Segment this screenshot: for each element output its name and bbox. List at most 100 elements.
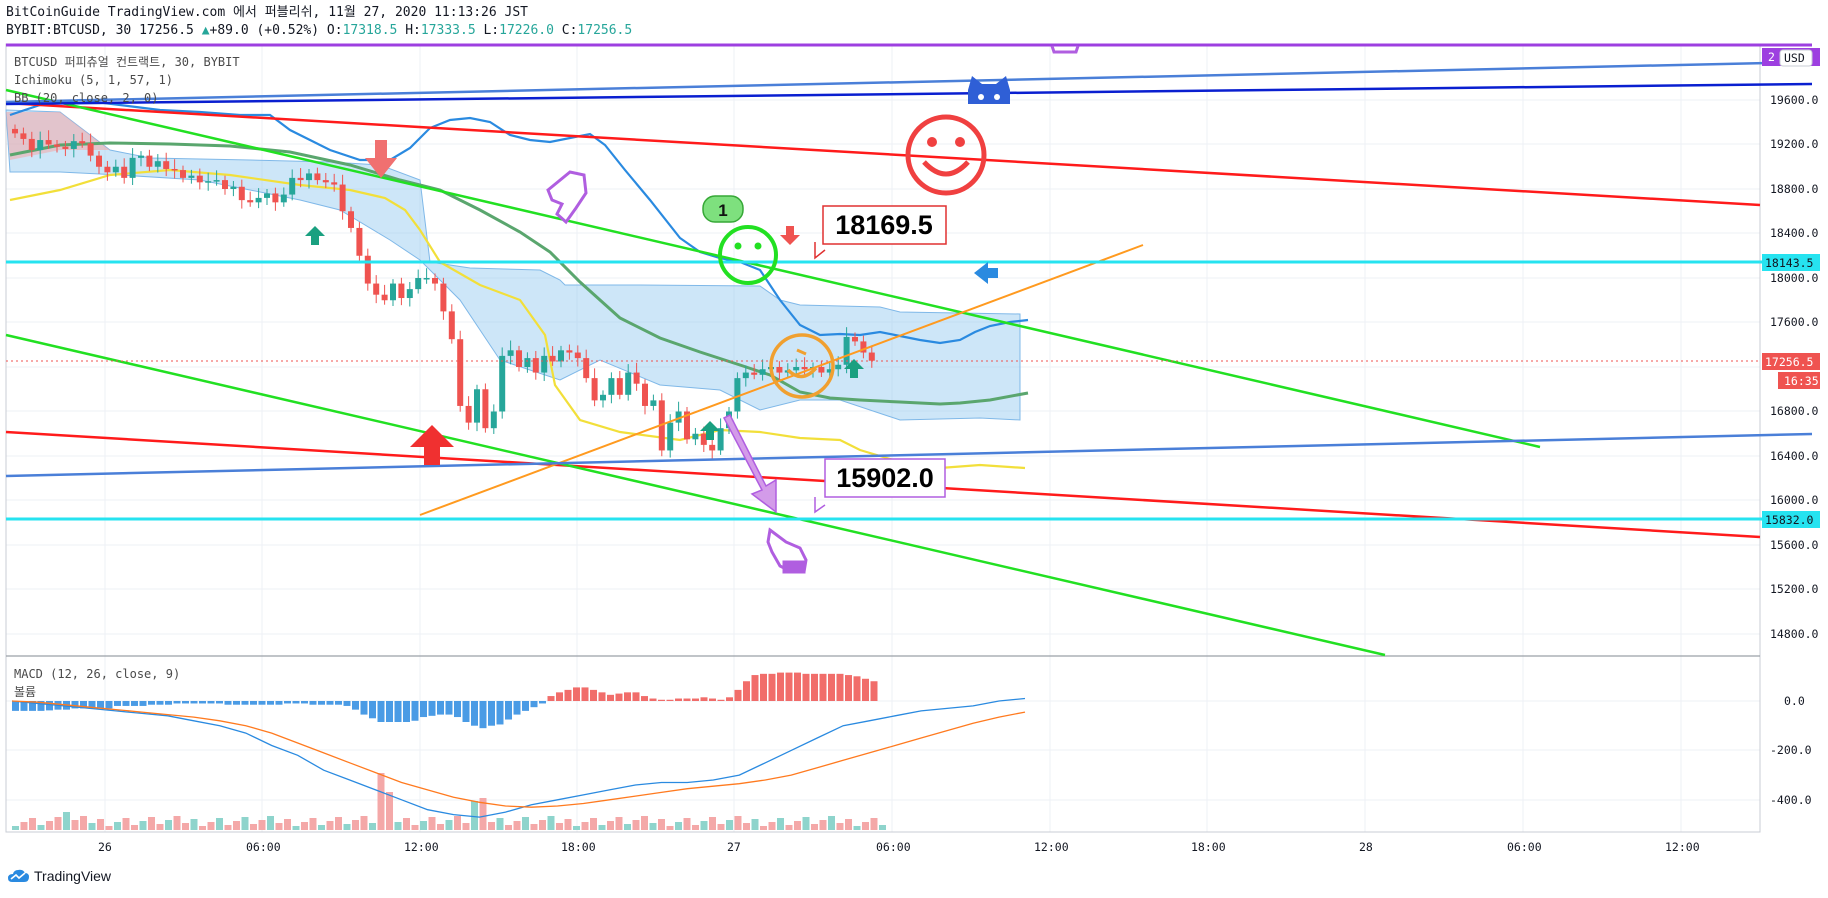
price-tick: 18000.0 — [1770, 271, 1819, 285]
candle-body — [482, 389, 489, 429]
candle-body — [608, 378, 615, 395]
low-price-label: 15902.0 — [836, 463, 934, 493]
macd-histogram-bar — [683, 698, 691, 701]
badge-1: 1 — [702, 195, 744, 223]
candle-body — [650, 400, 657, 406]
macd-histogram-bar — [403, 701, 410, 722]
candle-body — [457, 339, 464, 406]
volume-bar — [190, 819, 198, 830]
time-tick: 27 — [727, 840, 741, 854]
volume-bar — [173, 816, 181, 830]
volume-bar — [709, 817, 716, 830]
volume-bar — [641, 816, 648, 830]
volume-bar — [836, 823, 844, 830]
volume-bar — [471, 801, 478, 830]
macd-histogram-bar — [828, 673, 835, 701]
macd-histogram-bar — [216, 701, 223, 704]
volume-bar — [632, 820, 640, 830]
macd-histogram-bar — [794, 672, 801, 701]
candle-body — [238, 186, 245, 201]
macd-histogram-bar — [666, 699, 674, 701]
green-trendline-lower — [5, 333, 1386, 657]
candle-body — [516, 350, 522, 367]
open-label: O: — [326, 23, 343, 38]
macd-histogram-bar — [97, 701, 104, 709]
candle-body — [339, 184, 346, 212]
price-tick: 16800.0 — [1770, 404, 1819, 418]
tradingview-logo[interactable]: TradingView — [6, 868, 111, 884]
steel-trendline-lower — [5, 432, 1813, 478]
price-tick: 15600.0 — [1770, 538, 1819, 552]
currency-label[interactable]: USD — [1784, 51, 1805, 65]
candle-body — [600, 394, 606, 401]
macd-histogram-bar — [641, 696, 648, 701]
macd-histogram-bar — [853, 676, 861, 701]
candle-body — [776, 367, 783, 373]
legend-macd[interactable]: MACD (12, 26, close, 9) — [14, 667, 180, 681]
legend-volume[interactable]: 볼륨 — [14, 685, 36, 699]
candle-body — [717, 428, 724, 451]
level-tag-15832: 15832.0 — [1765, 513, 1814, 527]
candle-body — [12, 128, 18, 134]
candle-body — [700, 433, 707, 445]
volume-bar — [488, 822, 495, 830]
orange-trendline — [419, 244, 1144, 516]
candle-body — [675, 411, 682, 423]
macd-histogram-bar — [785, 672, 793, 701]
macd-histogram-bar — [352, 701, 359, 710]
volume-bar — [675, 822, 682, 830]
candle-body — [667, 422, 674, 451]
volume-bar — [369, 823, 376, 830]
candle-body — [835, 364, 842, 370]
legend-bb[interactable]: BB (20, close, 2, 0) — [14, 91, 159, 105]
macd-histogram-bar — [301, 701, 308, 704]
volume-bar — [811, 824, 818, 830]
macd-histogram-bar — [250, 701, 257, 705]
volume-bar — [870, 818, 878, 830]
macd-histogram-bar — [199, 701, 206, 704]
high-label: H: — [405, 23, 421, 38]
candle-body — [843, 336, 850, 365]
macd-histogram-bar — [675, 698, 682, 701]
candle-body — [591, 378, 598, 401]
macd-histogram-bar — [607, 694, 614, 701]
volume-bar — [751, 819, 759, 830]
macd-histogram-bar — [692, 698, 699, 701]
volume-bar — [862, 822, 869, 830]
close-label: C: — [561, 23, 578, 38]
candle-body — [742, 372, 749, 379]
level-tag-18143: 18143.5 — [1765, 256, 1813, 270]
pointing-hand-icon — [766, 527, 808, 574]
volume-bar — [794, 821, 801, 830]
volume-bar — [207, 822, 215, 830]
macd-histogram-bar — [870, 681, 878, 701]
price-tick: 18400.0 — [1770, 226, 1819, 240]
publish-line: BitCoinGuide TradingView.com 에서 퍼블리쉬, 11… — [6, 5, 529, 20]
time-axis[interactable]: 26 06:00 12:00 18:00 27 06:00 12:00 18:0… — [98, 840, 1700, 854]
legend-ichimoku[interactable]: Ichimoku (5, 1, 57, 1) — [14, 73, 173, 87]
price-axis[interactable]: 19600.0 19200.0 18800.0 18400.0 18000.0 … — [1770, 93, 1819, 807]
macd-histogram-bar — [165, 701, 172, 705]
volume-bar — [394, 822, 402, 830]
candle-body — [499, 355, 506, 412]
change-arrow-icon: ▲ — [201, 23, 210, 38]
price-tick: 15200.0 — [1770, 582, 1819, 596]
macd-histogram-bar — [156, 701, 164, 705]
macd-histogram — [12, 672, 878, 729]
last-price-tag: 17256.5 — [1765, 355, 1813, 369]
candle-body — [213, 180, 220, 182]
candle-body — [79, 141, 86, 144]
volume-bar — [63, 812, 70, 830]
price-tick: 18800.0 — [1770, 182, 1819, 196]
candle-body — [348, 211, 354, 228]
candle-body — [633, 372, 640, 384]
volume-bar — [131, 825, 138, 830]
candle-body — [62, 146, 69, 149]
low-price-callout: 15902.0 — [814, 458, 946, 514]
macd-histogram-bar — [343, 701, 351, 706]
time-tick: 12:00 — [1034, 840, 1069, 854]
candle-body — [297, 177, 304, 181]
volume-bar — [819, 820, 827, 830]
tradingview-cloud-icon — [8, 869, 29, 882]
